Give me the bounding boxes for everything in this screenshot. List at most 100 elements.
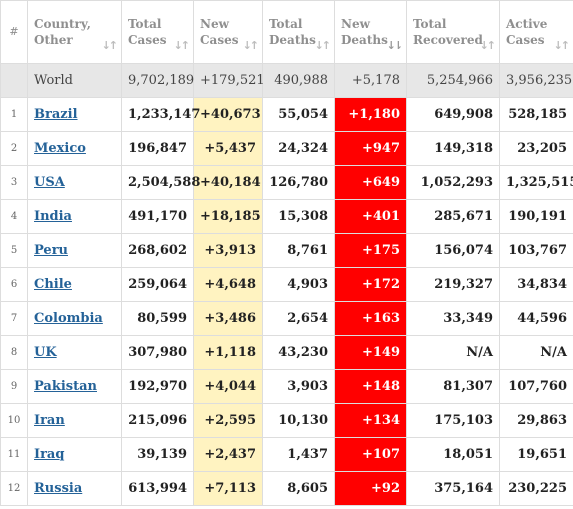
country-cell: UK <box>27 335 122 370</box>
country-cell: India <box>27 199 122 234</box>
country-cell: Colombia <box>27 301 122 336</box>
total-recovered-cell: 5,254,966 <box>406 63 500 98</box>
new-deaths-cell: +1,180 <box>334 97 407 132</box>
row-rank: 7 <box>0 301 28 336</box>
total-recovered-cell: 1,052,293 <box>406 165 500 200</box>
country-link[interactable]: Colombia <box>34 311 103 326</box>
header-total-recovered[interactable]: Total Recovered ↓↑ <box>406 0 500 64</box>
active-cases-cell: 19,651 <box>499 437 573 472</box>
header-active-cases[interactable]: Active Cases ↓↑ <box>499 0 573 64</box>
row-rank <box>0 63 28 98</box>
sort-icon[interactable]: ↓↑ <box>101 39 119 52</box>
table-row: 10 Iran 215,096 +2,595 10,130 +134 175,103 29,8… <box>0 403 573 438</box>
table-row: 5 Peru 268,602 +3,913 8,761 +175 156,074 103,76… <box>0 233 573 268</box>
row-rank: 6 <box>0 267 28 302</box>
header-country[interactable]: Country, Other ↓↑ <box>27 0 122 64</box>
header-new-deaths[interactable]: New Deaths ↓⇂ <box>334 0 407 64</box>
row-rank: 4 <box>0 199 28 234</box>
row-rank: 8 <box>0 335 28 370</box>
total-deaths-cell: 15,308 <box>262 199 335 234</box>
country-link[interactable]: Russia <box>34 481 83 496</box>
total-recovered-cell: 375,164 <box>406 471 500 506</box>
new-deaths-cell: +5,178 <box>334 63 407 98</box>
total-cases-cell: 613,994 <box>121 471 194 506</box>
total-recovered-cell: 219,327 <box>406 267 500 302</box>
country-link[interactable]: Chile <box>34 277 72 292</box>
country-link[interactable]: Brazil <box>34 107 78 122</box>
country-cell: Mexico <box>27 131 122 166</box>
active-cases-cell: 29,863 <box>499 403 573 438</box>
total-cases-cell: 268,602 <box>121 233 194 268</box>
header-new-cases[interactable]: New Cases ↓↑ <box>193 0 263 64</box>
header-total-deaths[interactable]: Total Deaths ↓↑ <box>262 0 335 64</box>
row-rank: 11 <box>0 437 28 472</box>
total-recovered-cell: N/A <box>406 335 500 370</box>
active-cases-cell: 3,956,235 <box>499 63 573 98</box>
table-row: 8 UK 307,980 +1,118 43,230 +149 N/A N/A <box>0 335 573 370</box>
total-deaths-cell: 4,903 <box>262 267 335 302</box>
sort-icon[interactable]: ↓↑ <box>242 39 260 52</box>
total-deaths-cell: 24,324 <box>262 131 335 166</box>
active-cases-cell: 103,767 <box>499 233 573 268</box>
total-recovered-cell: 285,671 <box>406 199 500 234</box>
country-link[interactable]: Mexico <box>34 141 86 156</box>
new-deaths-cell: +163 <box>334 301 407 336</box>
total-recovered-cell: 175,103 <box>406 403 500 438</box>
total-cases-cell: 192,970 <box>121 369 194 404</box>
sort-icon[interactable]: ↓↑ <box>553 39 571 52</box>
table-row: 11 Iraq 39,139 +2,437 1,437 +107 18,051 19,651 <box>0 437 573 472</box>
country-cell: Iran <box>27 403 122 438</box>
country-link[interactable]: USA <box>34 175 65 190</box>
row-rank: 5 <box>0 233 28 268</box>
country-link[interactable]: UK <box>34 345 57 360</box>
table-row: 7 Colombia 80,599 +3,486 2,654 +163 33,349 44,5… <box>0 301 573 336</box>
sort-icon[interactable]: ↓↑ <box>314 39 332 52</box>
table-row: 6 Chile 259,064 +4,648 4,903 +172 219,327 34,83… <box>0 267 573 302</box>
active-cases-cell: 1,325,515 <box>499 165 573 200</box>
new-deaths-cell: +149 <box>334 335 407 370</box>
new-deaths-cell: +649 <box>334 165 407 200</box>
new-cases-cell: +179,521 <box>193 63 265 98</box>
country-link[interactable]: Pakistan <box>34 379 97 394</box>
active-cases-cell: 528,185 <box>499 97 573 132</box>
total-cases-cell: 80,599 <box>121 301 194 336</box>
table-row: 12 Russia 613,994 +7,113 8,605 +92 375,164 230,… <box>0 471 573 506</box>
country-link[interactable]: Iran <box>34 413 65 428</box>
header-rank[interactable]: # <box>0 0 28 64</box>
active-cases-cell: N/A <box>499 335 573 370</box>
country-cell: Chile <box>27 267 122 302</box>
country-cell: Pakistan <box>27 369 122 404</box>
row-rank: 2 <box>0 131 28 166</box>
total-deaths-cell: 3,903 <box>262 369 335 404</box>
active-cases-cell: 34,834 <box>499 267 573 302</box>
header-country-label-1: Country, <box>34 17 91 31</box>
row-rank: 1 <box>0 97 28 132</box>
country-link[interactable]: Peru <box>34 243 68 258</box>
country-cell: Brazil <box>27 97 122 132</box>
new-cases-cell: +18,185 <box>193 199 263 234</box>
total-cases-cell: 215,096 <box>121 403 194 438</box>
table-row: 3 USA 2,504,588 +40,184 126,780 +649 1,052,293… <box>0 165 573 200</box>
active-cases-cell: 44,596 <box>499 301 573 336</box>
new-cases-cell: +2,437 <box>193 437 263 472</box>
country-link[interactable]: Iraq <box>34 447 65 462</box>
header-country-label-2: Other <box>34 33 73 47</box>
sort-icon[interactable]: ↓↑ <box>479 39 497 52</box>
total-cases-cell: 307,980 <box>121 335 194 370</box>
new-cases-cell: +2,595 <box>193 403 263 438</box>
world-label: World <box>27 63 122 98</box>
new-deaths-cell: +175 <box>334 233 407 268</box>
world-row: World 9,702,189 +179,521 490,988 +5,178 … <box>0 63 573 98</box>
country-link[interactable]: India <box>34 209 72 224</box>
sort-icon[interactable]: ↓↑ <box>173 39 191 52</box>
new-deaths-cell: +148 <box>334 369 407 404</box>
new-deaths-cell: +134 <box>334 403 407 438</box>
new-cases-cell: +3,913 <box>193 233 263 268</box>
table-row: 4 India 491,170 +18,185 15,308 +401 285,671 190… <box>0 199 573 234</box>
total-deaths-cell: 1,437 <box>262 437 335 472</box>
new-cases-cell: +3,486 <box>193 301 263 336</box>
new-deaths-cell: +172 <box>334 267 407 302</box>
total-cases-cell: 39,139 <box>121 437 194 472</box>
header-total-cases[interactable]: Total Cases ↓↑ <box>121 0 194 64</box>
sort-desc-icon[interactable]: ↓⇂ <box>386 39 404 52</box>
